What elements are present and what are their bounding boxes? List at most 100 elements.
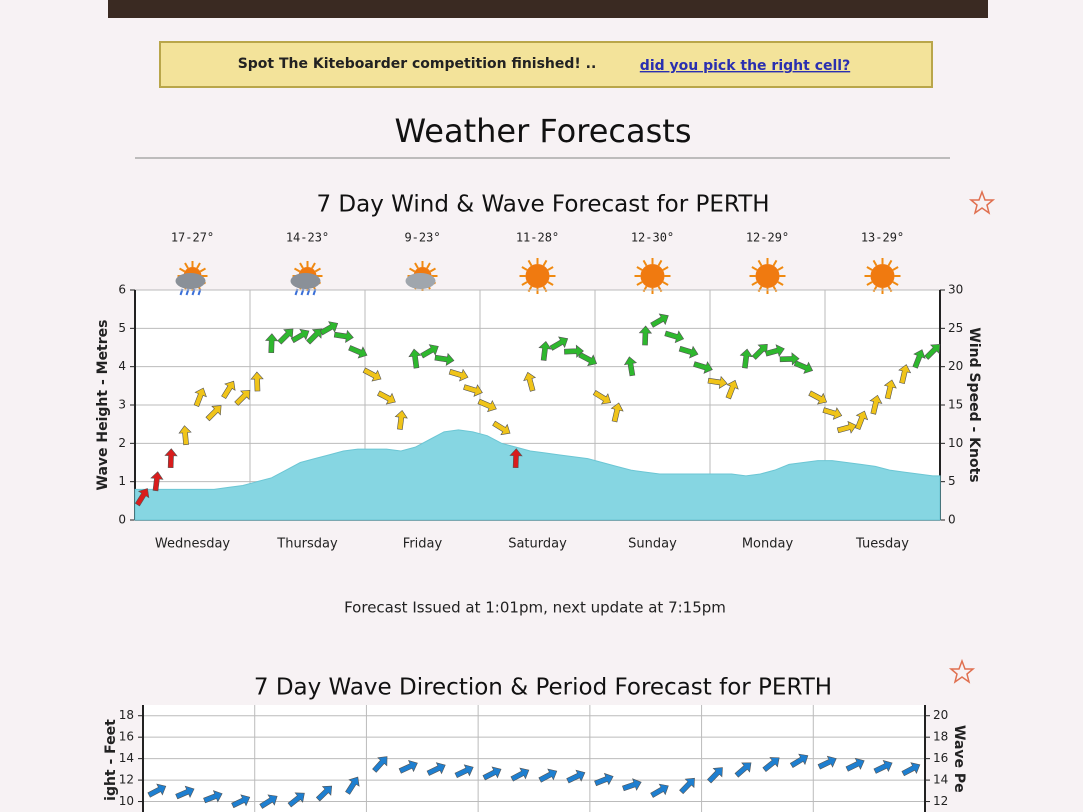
weather-icon	[290, 261, 323, 296]
favourite-star[interactable]	[948, 658, 976, 684]
sun-ray	[311, 262, 316, 269]
y-tick-label: 14	[119, 751, 134, 765]
wind-arrow	[477, 398, 497, 413]
wind-arrow	[426, 762, 446, 776]
temperature: 12-30°	[631, 231, 674, 245]
wind-arrow	[592, 390, 612, 405]
weather-icon	[405, 261, 438, 291]
day-label: Saturday	[508, 537, 567, 552]
sun-ray	[542, 285, 548, 293]
banner-link[interactable]: did you pick the right cell?	[640, 58, 850, 74]
sun-disc	[640, 264, 665, 288]
sun-ray	[414, 262, 419, 269]
sun-ray	[662, 281, 669, 286]
sun-ray	[547, 281, 554, 286]
wind-arrow	[622, 778, 642, 792]
y2-tick-label: 20	[933, 708, 948, 722]
wind-arrow	[901, 762, 921, 777]
sun-ray	[777, 281, 784, 286]
y2-tick-label: 0	[948, 513, 956, 527]
wind-arrow	[394, 409, 408, 430]
day-label: Thursday	[276, 537, 338, 552]
chart-title: 7 Day Wind & Wave Forecast for PERTH	[316, 192, 769, 218]
y2-tick-label: 20	[948, 359, 963, 373]
wind-arrow	[454, 764, 474, 779]
wind-arrow	[420, 344, 439, 359]
sun-ray	[521, 266, 528, 271]
sun-ray	[757, 285, 763, 293]
wind-arrow	[434, 352, 455, 366]
header-image	[108, 0, 988, 18]
wind-arrow	[912, 349, 926, 369]
wind-arrow	[869, 394, 883, 415]
wind-arrow	[377, 390, 396, 405]
wind-arrow	[463, 384, 483, 397]
sun-ray	[521, 281, 528, 286]
temperature: 14-23°	[286, 231, 329, 245]
sun-ray	[199, 267, 206, 273]
cloud	[405, 273, 436, 289]
y2-axis-label: Wave Pe	[951, 725, 967, 793]
wind-arrow	[178, 425, 192, 446]
wind-arrow	[650, 783, 669, 798]
y-tick-label: 18	[119, 708, 134, 722]
sun-ray	[657, 259, 663, 267]
wind-arrow	[578, 352, 598, 367]
page-heading: Weather Forecasts	[395, 112, 692, 150]
sun-ray	[636, 281, 643, 286]
wind-arrow	[873, 760, 893, 774]
wind-arrow	[836, 420, 857, 434]
sun-ray	[772, 285, 778, 293]
weather-icon	[634, 258, 671, 294]
wind-arrow	[134, 488, 150, 507]
wind-arrow	[448, 368, 469, 382]
temperature: 9-23°	[404, 231, 440, 245]
wind-arrow	[678, 345, 699, 359]
wind-arrow	[221, 380, 236, 400]
day-label: Monday	[742, 537, 794, 552]
y-tick-label: 1	[118, 474, 126, 488]
wind-arrow	[333, 329, 354, 343]
sun-ray	[426, 262, 431, 269]
y2-tick-label: 14	[933, 773, 948, 787]
sun-ray	[662, 266, 669, 271]
y2-tick-label: 5	[948, 474, 956, 488]
wind-arrow	[845, 757, 865, 772]
wind-arrow	[250, 371, 264, 392]
wind-arrow	[594, 772, 614, 787]
wind-arrow	[398, 760, 418, 774]
day-label: Tuesday	[855, 537, 909, 552]
sun-ray	[294, 267, 301, 273]
favourite-star[interactable]	[968, 189, 996, 215]
wind-arrow	[623, 356, 638, 377]
y-tick-label: 3	[118, 398, 126, 412]
y-axis-label: Wave Height - Metres	[95, 320, 111, 491]
forecast-note: Forecast Issued at 1:01pm, next update a…	[344, 599, 726, 617]
wind-arrow	[150, 471, 164, 492]
sun-ray	[757, 259, 763, 267]
sun-ray	[866, 281, 873, 286]
wind-arrow	[725, 379, 739, 400]
sun-disc	[525, 264, 550, 288]
y-tick-label: 2	[118, 436, 126, 450]
sun-ray	[892, 266, 899, 271]
y-tick-label: 4	[118, 359, 126, 373]
chart-title: 7 Day Wave Direction & Period Forecast f…	[254, 675, 832, 701]
day-label: Sunday	[628, 537, 677, 552]
sun-ray	[872, 259, 878, 267]
wind-arrow	[808, 390, 828, 405]
wind-arrow	[764, 344, 785, 358]
wind-arrow	[234, 389, 251, 406]
sun-ray	[527, 259, 533, 267]
wind-arrow	[287, 792, 305, 808]
wind-arrow	[693, 361, 713, 374]
wind-arrow	[315, 785, 333, 802]
banner-text: Spot The Kiteboarder competition finishe…	[238, 56, 597, 72]
wind-arrow	[883, 379, 897, 400]
wind-arrow	[707, 767, 723, 784]
wind-arrow	[164, 448, 178, 469]
sun-ray	[429, 267, 436, 273]
sun-ray	[636, 266, 643, 271]
